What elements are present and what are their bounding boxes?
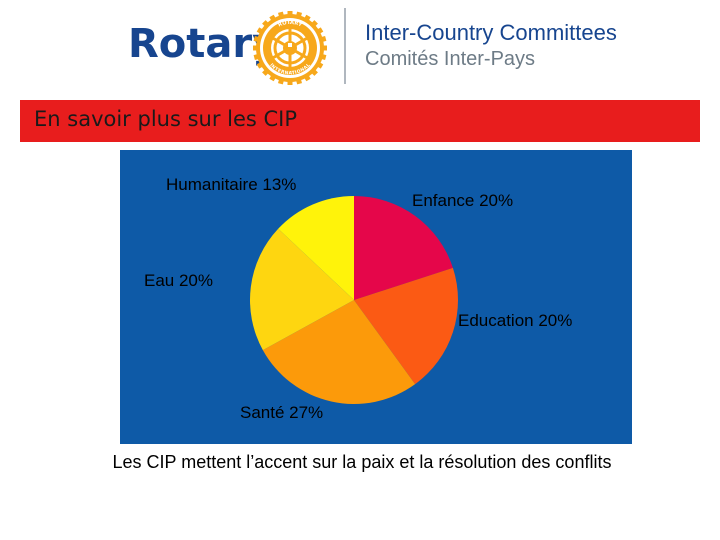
- committee-name-en: Inter-Country Committees: [365, 20, 617, 45]
- slice-label-eau: Eau 20%: [144, 271, 213, 290]
- rotary-wheel-icon: ROTARY INTERNATIONAL: [253, 11, 327, 85]
- committee-name-fr: Comités Inter-Pays: [365, 48, 536, 70]
- pie-chart-panel: Enfance 20% Education 20% Santé 27% Eau …: [120, 150, 632, 444]
- pie-slice-eau: [250, 228, 354, 351]
- pie-slice-enfance: [354, 196, 453, 300]
- pie-slice-humanitaire: [278, 196, 354, 300]
- slice-label-humanitaire: Humanitaire 13%: [166, 175, 296, 194]
- banner-title: En savoir plus sur les CIP: [34, 107, 298, 131]
- slice-label-sante: Santé 27%: [240, 403, 323, 422]
- pie-slice-sante: [262, 300, 416, 405]
- title-banner: [20, 100, 700, 142]
- wheel-lettering: ROTARY: [277, 20, 303, 29]
- slice-label-education: Education 20%: [458, 311, 572, 330]
- pie-chart: Enfance 20% Education 20% Santé 27% Eau …: [144, 175, 572, 422]
- chart-caption: Les CIP mettent l’accent sur la paix et …: [112, 452, 612, 472]
- pie-slice-education: [354, 267, 459, 385]
- rotary-logo-text: Rotary: [128, 21, 279, 67]
- header-divider: [344, 8, 346, 84]
- slice-label-enfance: Enfance 20%: [412, 191, 513, 210]
